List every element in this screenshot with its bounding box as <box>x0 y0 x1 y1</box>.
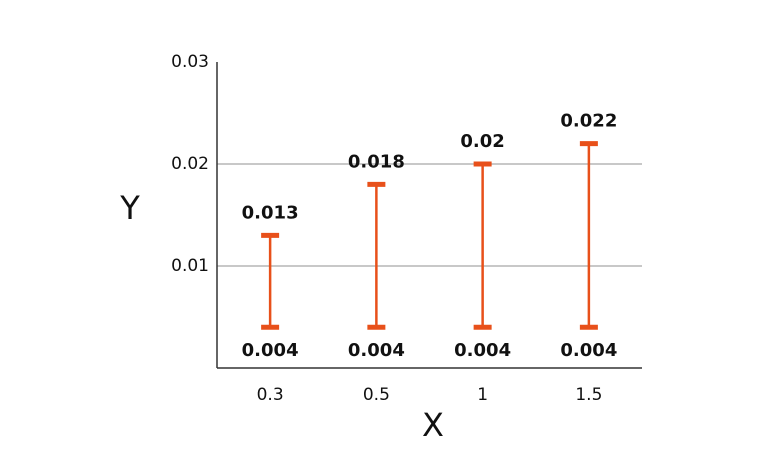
high-label: 0.013 <box>242 202 299 223</box>
x-tick-label: 1.5 <box>575 385 602 405</box>
high-label: 0.02 <box>460 131 504 152</box>
y-axis-label: Y <box>119 189 140 227</box>
x-axis-label: X <box>422 406 444 444</box>
y-tick-label: 0.02 <box>171 154 209 174</box>
low-label: 0.004 <box>348 340 405 361</box>
low-label: 0.004 <box>560 340 617 361</box>
high-label: 0.022 <box>560 111 617 132</box>
x-tick-label: 0.5 <box>363 385 390 405</box>
low-label: 0.004 <box>454 340 511 361</box>
y-tick-label: 0.01 <box>171 256 209 276</box>
x-tick-label: 0.3 <box>257 385 284 405</box>
y-tick-label: 0.03 <box>171 52 209 72</box>
high-label: 0.018 <box>348 151 405 172</box>
x-tick-label: 1 <box>477 385 488 405</box>
low-label: 0.004 <box>242 340 299 361</box>
